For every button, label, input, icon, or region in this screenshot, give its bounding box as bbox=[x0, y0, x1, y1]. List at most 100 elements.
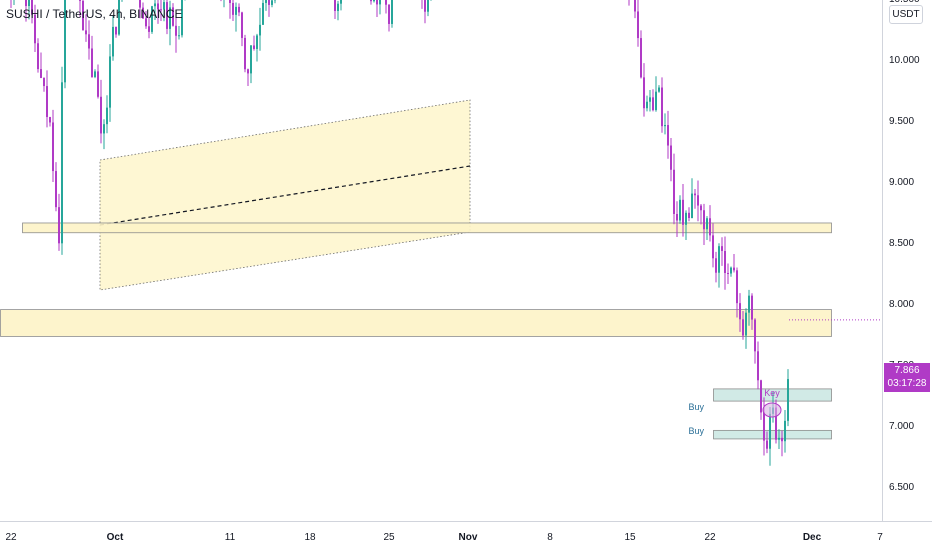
candle-body bbox=[43, 77, 45, 87]
candle-body bbox=[673, 169, 675, 214]
candle-body bbox=[700, 205, 702, 211]
candle-body bbox=[157, 3, 159, 10]
candle-body bbox=[706, 218, 708, 230]
candle-body bbox=[235, 6, 237, 15]
candle-body bbox=[37, 43, 39, 70]
candle-body bbox=[241, 12, 243, 38]
candle-body bbox=[427, 0, 429, 12]
support-zone-1 bbox=[22, 222, 832, 234]
candle-body bbox=[250, 45, 252, 74]
x-tick-label: 7 bbox=[877, 532, 883, 543]
candle-body bbox=[64, 0, 66, 83]
candle-body bbox=[685, 212, 687, 225]
y-tick-label: 8.000 bbox=[889, 299, 914, 310]
current-price-badge: 7.866 03:17:28 bbox=[884, 363, 930, 392]
candle-body bbox=[118, 0, 120, 35]
candle-body bbox=[727, 272, 729, 274]
candle-body bbox=[742, 319, 744, 336]
candle-body bbox=[775, 407, 777, 440]
candle-body bbox=[91, 48, 93, 77]
candle-body bbox=[139, 0, 141, 8]
candle-body bbox=[115, 26, 117, 35]
y-tick-label: 8.500 bbox=[889, 238, 914, 249]
candle-body bbox=[268, 0, 270, 5]
candle-body bbox=[52, 122, 54, 172]
candle-body bbox=[40, 69, 42, 78]
candle-body bbox=[334, 0, 336, 12]
candle-body bbox=[652, 97, 654, 111]
candle-body bbox=[265, 0, 267, 3]
candle-body bbox=[682, 199, 684, 225]
candle-body bbox=[718, 246, 720, 273]
y-tick-label: 7.000 bbox=[889, 421, 914, 432]
candle-body bbox=[691, 193, 693, 218]
candle-body bbox=[181, 0, 183, 36]
x-tick-label: 22 bbox=[704, 532, 716, 543]
candle-body bbox=[655, 91, 657, 111]
candle-body bbox=[667, 125, 669, 146]
candle-body bbox=[730, 267, 732, 274]
candle-body bbox=[238, 6, 240, 13]
y-tick-label: 9.000 bbox=[889, 177, 914, 188]
candle-body bbox=[649, 97, 651, 102]
candle-body bbox=[661, 87, 663, 127]
candle-body bbox=[373, 0, 375, 2]
candle-body bbox=[58, 207, 60, 244]
buy-label-upper: Buy bbox=[688, 402, 704, 412]
candle-body bbox=[142, 7, 144, 19]
candle-body bbox=[733, 267, 735, 271]
candle-body bbox=[670, 145, 672, 170]
chart-title: SUSHI / TetherUS, 4h, BINANCE bbox=[6, 7, 183, 21]
candle-body bbox=[778, 437, 780, 440]
candle-body bbox=[178, 35, 180, 37]
key-marker bbox=[762, 402, 782, 418]
candle-body bbox=[697, 195, 699, 206]
candle-body bbox=[385, 0, 387, 5]
x-tick-label: 11 bbox=[225, 532, 236, 543]
x-tick-label: Oct bbox=[107, 532, 124, 543]
currency-unit-button[interactable]: USDT bbox=[889, 5, 923, 24]
candle-body bbox=[172, 7, 174, 26]
candle-body bbox=[25, 0, 27, 7]
candle-body bbox=[784, 420, 786, 442]
candle-body bbox=[256, 35, 258, 49]
candle-body bbox=[148, 26, 150, 32]
candle-body bbox=[85, 30, 87, 35]
y-tick-label: 6.500 bbox=[889, 482, 914, 493]
candle-body bbox=[781, 437, 783, 442]
candle-body bbox=[259, 24, 261, 36]
candle-body bbox=[724, 250, 726, 273]
candle-body bbox=[424, 0, 426, 12]
candle-body bbox=[145, 18, 147, 27]
candle-body bbox=[154, 3, 156, 7]
candle-body bbox=[55, 171, 57, 208]
candle-body bbox=[100, 96, 102, 134]
candle-body bbox=[106, 107, 108, 125]
candle-body bbox=[646, 101, 648, 109]
candle-body bbox=[94, 71, 96, 77]
candle-body bbox=[640, 38, 642, 78]
candle-body bbox=[229, 0, 231, 3]
candle-body bbox=[751, 295, 753, 320]
candle-body bbox=[253, 45, 255, 49]
x-tick-label: Nov bbox=[459, 532, 478, 543]
x-tick-label: 25 bbox=[383, 532, 395, 543]
current-price-value: 7.866 bbox=[894, 365, 920, 376]
candle-body bbox=[721, 246, 723, 251]
buy-zone-4 bbox=[713, 429, 832, 440]
candle-body bbox=[688, 212, 690, 218]
buy-label-lower: Buy bbox=[688, 426, 704, 436]
candle-body bbox=[748, 295, 750, 313]
x-tick-label: 18 bbox=[304, 532, 316, 543]
x-tick-label: 8 bbox=[547, 532, 553, 543]
candle-body bbox=[61, 82, 63, 244]
candle-body bbox=[715, 258, 717, 273]
candle-body bbox=[49, 117, 51, 123]
candle-body bbox=[271, 0, 273, 5]
candle-body bbox=[337, 3, 339, 12]
candle-body bbox=[244, 37, 246, 70]
candle-body bbox=[658, 87, 660, 92]
candle-body bbox=[109, 56, 111, 108]
candle-body bbox=[703, 210, 705, 230]
